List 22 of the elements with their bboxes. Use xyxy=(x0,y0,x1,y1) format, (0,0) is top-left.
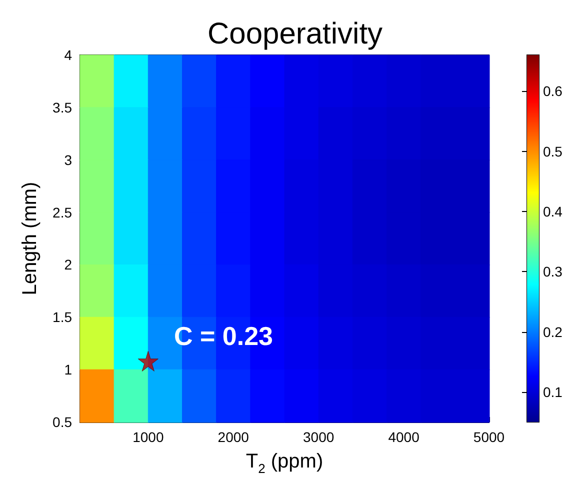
y-tick-label: 1.5 xyxy=(52,309,72,326)
y-tick-label: 2 xyxy=(64,256,72,273)
color-bar-label: 0.2 xyxy=(543,324,563,340)
x-tick-label: 2000 xyxy=(218,429,250,445)
color-bar-label: 0.1 xyxy=(543,384,563,400)
y-axis-title: Length (mm) xyxy=(19,182,41,296)
x-tick-label: 5000 xyxy=(473,429,505,445)
y-tick-label: 3.5 xyxy=(52,99,72,116)
color-bar-label: 0.5 xyxy=(543,143,563,160)
y-tick-label: 0.5 xyxy=(52,414,72,430)
y-tick-label: 2.5 xyxy=(52,204,72,220)
annotation: C = 0.23 xyxy=(174,321,274,351)
x-tick-label: 3000 xyxy=(303,429,334,445)
y-tick-label: 3 xyxy=(64,152,72,168)
color-bar-label: 0.6 xyxy=(543,83,563,100)
chart-title: Cooperativity xyxy=(207,18,383,50)
x-tick-label: 4000 xyxy=(388,429,420,445)
color-bar-label: 0.4 xyxy=(543,203,563,220)
color-bar-label: 0.3 xyxy=(543,264,563,280)
y-tick-label: 4 xyxy=(64,47,72,63)
y-tick-label: 1 xyxy=(64,362,72,378)
x-tick-label: 1000 xyxy=(132,429,164,445)
